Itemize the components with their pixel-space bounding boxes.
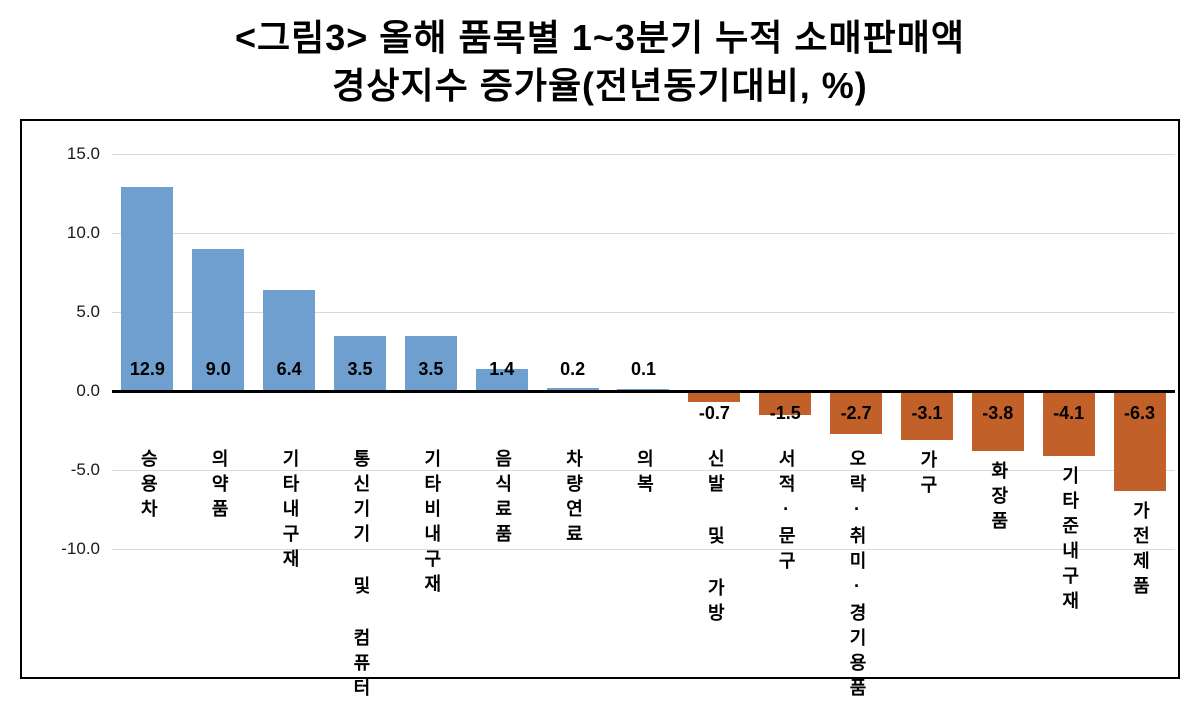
category-label-text: 화장품 — [988, 461, 1009, 537]
category-label: 화장품 — [962, 461, 1033, 536]
category-label: 가전제품 — [1104, 501, 1175, 601]
category-label-text: 오락·취미·경기용품 — [846, 449, 867, 704]
bar-value-label: -6.3 — [1124, 403, 1156, 424]
category-label-text: 의복 — [634, 449, 655, 500]
plot-area: 12.9 승용차 9.0 의약품 6.4 기타내구재 3.5 통신기기 및 컴퓨터 3.5 기타비… — [112, 121, 1175, 703]
category-label: 통신기기 및 컴퓨터 — [325, 449, 396, 703]
category-label-text: 서적·문구 — [776, 449, 797, 577]
bar — [546, 387, 599, 392]
category-label-text: 승용차 — [138, 449, 159, 525]
bar-value-label: 9.0 — [205, 359, 231, 380]
category-label-text: 가전제품 — [1130, 500, 1151, 601]
gridline — [112, 311, 1175, 313]
bar — [759, 391, 812, 415]
y-axis-tick-label: 15.0 — [66, 144, 100, 164]
y-axis-tick-label: -10.0 — [61, 539, 100, 559]
gridline — [112, 469, 1175, 471]
category-label-text: 통신기기 및 컴퓨터 — [350, 449, 371, 704]
bar-column: 3.5 통신기기 및 컴퓨터 — [325, 121, 396, 703]
category-label-text: 기타준내구재 — [1059, 465, 1080, 616]
bar — [475, 368, 528, 392]
category-label: 차량연료 — [537, 449, 608, 549]
zero-axis-line — [112, 389, 1175, 393]
category-label: 신발 및 가방 — [679, 449, 750, 628]
gridline — [112, 548, 1175, 550]
bar — [971, 391, 1024, 452]
gridline — [112, 153, 1175, 155]
bar-value-label: 6.4 — [276, 359, 302, 380]
bar-value-label: -1.5 — [769, 403, 801, 424]
bar-column: 1.4 음식료품 — [466, 121, 537, 677]
bar-value-label: -3.1 — [911, 403, 943, 424]
category-label: 서적·문구 — [750, 449, 821, 576]
y-axis-tick-label: 5.0 — [76, 302, 100, 322]
chart: 12.9 승용차 9.0 의약품 6.4 기타내구재 3.5 통신기기 및 컴퓨터 3.5 기타비… — [20, 119, 1180, 703]
bar-column: 6.4 기타내구재 — [254, 121, 325, 677]
category-label: 기타내구재 — [254, 449, 325, 574]
y-axis-tick-label: -5.0 — [70, 460, 100, 480]
bar — [121, 187, 174, 392]
bar — [404, 335, 457, 392]
category-label: 기타준내구재 — [1033, 466, 1104, 616]
bar — [192, 248, 245, 392]
chart-title: <그림3> 올해 품목별 1~3분기 누적 소매판매액 경상지수 증가율(전년동… — [0, 0, 1200, 109]
bar — [1113, 391, 1166, 491]
bar-column: 12.9 승용차 — [112, 121, 183, 677]
bar — [900, 391, 953, 440]
bar — [334, 335, 387, 392]
bar-column: -3.1 가구 — [892, 121, 963, 677]
bar-value-label: 3.5 — [418, 359, 444, 380]
bar-column: -4.1 기타준내구재 — [1033, 121, 1104, 677]
y-axis-tick-label: 10.0 — [66, 223, 100, 243]
bar-value-label: 0.2 — [560, 359, 586, 380]
bar-column: 0.1 의복 — [608, 121, 679, 677]
category-label-text: 음식료품 — [492, 449, 513, 550]
y-axis-tick-label: 0.0 — [76, 381, 100, 401]
bar-column: 9.0 의약품 — [183, 121, 254, 677]
category-label: 의약품 — [183, 449, 254, 524]
chart-title-line1: <그림3> 올해 품목별 1~3분기 누적 소매판매액 — [234, 17, 966, 58]
bar-column: -6.3 가전제품 — [1104, 121, 1175, 677]
bar-column: 0.2 차량연료 — [537, 121, 608, 677]
category-label: 의복 — [608, 449, 679, 499]
bar-value-label: -0.7 — [698, 403, 730, 424]
bar-value-label: 3.5 — [347, 359, 373, 380]
category-label-text: 기타비내구재 — [421, 449, 442, 600]
bar-column: -0.7 신발 및 가방 — [679, 121, 750, 677]
bar-column: -1.5 서적·문구 — [750, 121, 821, 677]
bar — [1042, 391, 1095, 456]
bar — [263, 289, 316, 392]
bar — [830, 391, 883, 434]
bar-column: -2.7 오락·취미·경기용품 — [821, 121, 892, 703]
bar-value-label: 1.4 — [489, 359, 515, 380]
bar-column: 3.5 기타비내구재 — [395, 121, 466, 677]
category-label-text: 가구 — [917, 450, 938, 500]
category-label-text: 의약품 — [209, 449, 230, 525]
gridline — [112, 232, 1175, 234]
category-label: 승용차 — [112, 449, 183, 524]
bar-column: -3.8 화장품 — [962, 121, 1033, 677]
category-label-text: 차량연료 — [563, 449, 584, 550]
bar-value-label: 12.9 — [129, 359, 165, 380]
category-label-text: 신발 및 가방 — [705, 449, 726, 629]
category-label: 가구 — [892, 450, 963, 500]
bar — [688, 391, 741, 403]
category-label-text: 기타내구재 — [280, 449, 301, 575]
bar-value-label: 0.1 — [630, 359, 656, 380]
category-label: 오락·취미·경기용품 — [821, 449, 892, 703]
bar-value-label: -3.8 — [982, 403, 1014, 424]
category-label: 기타비내구재 — [395, 449, 466, 599]
category-label: 음식료품 — [466, 449, 537, 549]
bar-value-label: -4.1 — [1053, 403, 1085, 424]
chart-title-line2: 경상지수 증가율(전년동기대비, %) — [332, 64, 868, 106]
bar-value-label: -2.7 — [840, 403, 872, 424]
